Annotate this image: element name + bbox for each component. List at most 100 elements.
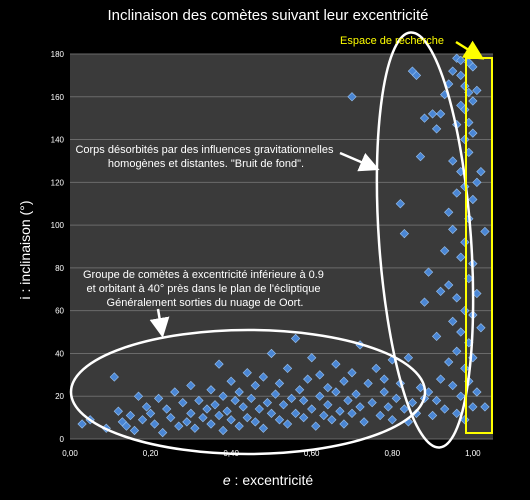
data-point (286, 393, 297, 403)
data-point (198, 412, 208, 423)
data-point (468, 128, 478, 138)
data-point (367, 398, 377, 408)
data-point (206, 419, 216, 429)
data-point (379, 387, 389, 397)
data-point (448, 380, 458, 391)
data-point (121, 421, 132, 431)
data-point (214, 359, 224, 369)
group-line-1: Groupe de comètes à excentricité inférie… (83, 269, 324, 281)
data-point (77, 419, 87, 429)
x-tick-label: 0,60 (304, 449, 320, 458)
data-point (395, 199, 405, 209)
data-point (250, 417, 260, 427)
data-point (158, 427, 168, 438)
data-point (174, 421, 184, 431)
data-point (254, 404, 264, 414)
x-tick-label: 0,20 (143, 449, 159, 458)
data-point (266, 408, 277, 418)
data-point (419, 297, 430, 307)
data-point (339, 419, 349, 429)
group-line-2: et orbitant à 40° près dans le plan de l… (86, 283, 320, 295)
data-point (452, 346, 462, 356)
data-point (234, 421, 244, 431)
y-tick-label: 20 (55, 392, 64, 401)
data-point (347, 408, 357, 418)
x-axis-label: e : excentricité (223, 472, 313, 488)
data-point (149, 419, 160, 429)
data-point (468, 194, 478, 205)
data-point (331, 387, 341, 397)
data-point (343, 395, 353, 406)
y-tick-label: 40 (55, 349, 64, 358)
data-point (448, 316, 458, 326)
data-point (299, 412, 309, 423)
data-point (222, 406, 232, 416)
data-point (403, 353, 414, 363)
data-point (431, 395, 442, 406)
data-point (210, 400, 220, 410)
data-point (415, 152, 426, 162)
data-point (355, 402, 365, 412)
data-point (290, 333, 301, 344)
search-space-arrow (455, 40, 485, 60)
data-point (274, 415, 285, 425)
data-point (266, 348, 277, 359)
data-point (282, 419, 293, 429)
data-point (379, 374, 389, 384)
data-point (270, 389, 281, 399)
data-point (206, 385, 216, 395)
data-point (274, 378, 285, 389)
x-axis-label-text: : excentricité (231, 472, 314, 488)
data-point (125, 410, 136, 421)
data-point (363, 378, 373, 389)
data-point (468, 96, 478, 106)
data-point (141, 402, 152, 412)
data-point (218, 391, 228, 401)
data-point (182, 417, 192, 427)
data-point (347, 92, 357, 102)
data-point (371, 363, 381, 374)
y-tick-labels: 0 20 40 60 80 100 120 140 160 180 (51, 50, 65, 444)
data-point (472, 85, 482, 95)
data-point (347, 368, 357, 378)
data-point (431, 331, 442, 341)
data-point (194, 395, 204, 406)
data-point (351, 389, 361, 399)
data-point (411, 70, 422, 81)
background-noise-arrow (339, 151, 380, 172)
data-point (476, 323, 486, 333)
data-point (307, 353, 317, 363)
y-tick-label: 100 (51, 221, 65, 230)
data-point (242, 412, 252, 423)
data-point (278, 400, 289, 410)
data-point (456, 391, 466, 401)
data-point (109, 372, 119, 382)
data-point (258, 423, 268, 433)
x-axis-label-variable: e (223, 472, 231, 488)
data-point (311, 421, 321, 431)
data-point (303, 374, 313, 384)
data-point (431, 124, 442, 134)
data-point (456, 252, 466, 262)
data-point (178, 398, 188, 408)
background-noise-line-1: Corps désorbités par des influences grav… (75, 144, 334, 156)
x-tick-label: 0,80 (384, 449, 400, 458)
data-point (444, 280, 454, 290)
group-arrow (149, 308, 170, 338)
data-point (444, 357, 454, 367)
data-point (383, 402, 393, 412)
data-point (359, 417, 369, 427)
data-point (448, 66, 458, 76)
data-point (375, 410, 385, 421)
data-point (399, 229, 409, 239)
data-point (242, 368, 252, 378)
data-point (202, 404, 212, 414)
y-tick-label: 140 (51, 136, 65, 145)
data-point (472, 387, 482, 397)
data-point (480, 402, 490, 412)
x-tick-label: 1,00 (465, 449, 481, 458)
data-point (113, 406, 123, 416)
data-point (295, 385, 305, 395)
y-tick-label: 180 (51, 50, 65, 59)
